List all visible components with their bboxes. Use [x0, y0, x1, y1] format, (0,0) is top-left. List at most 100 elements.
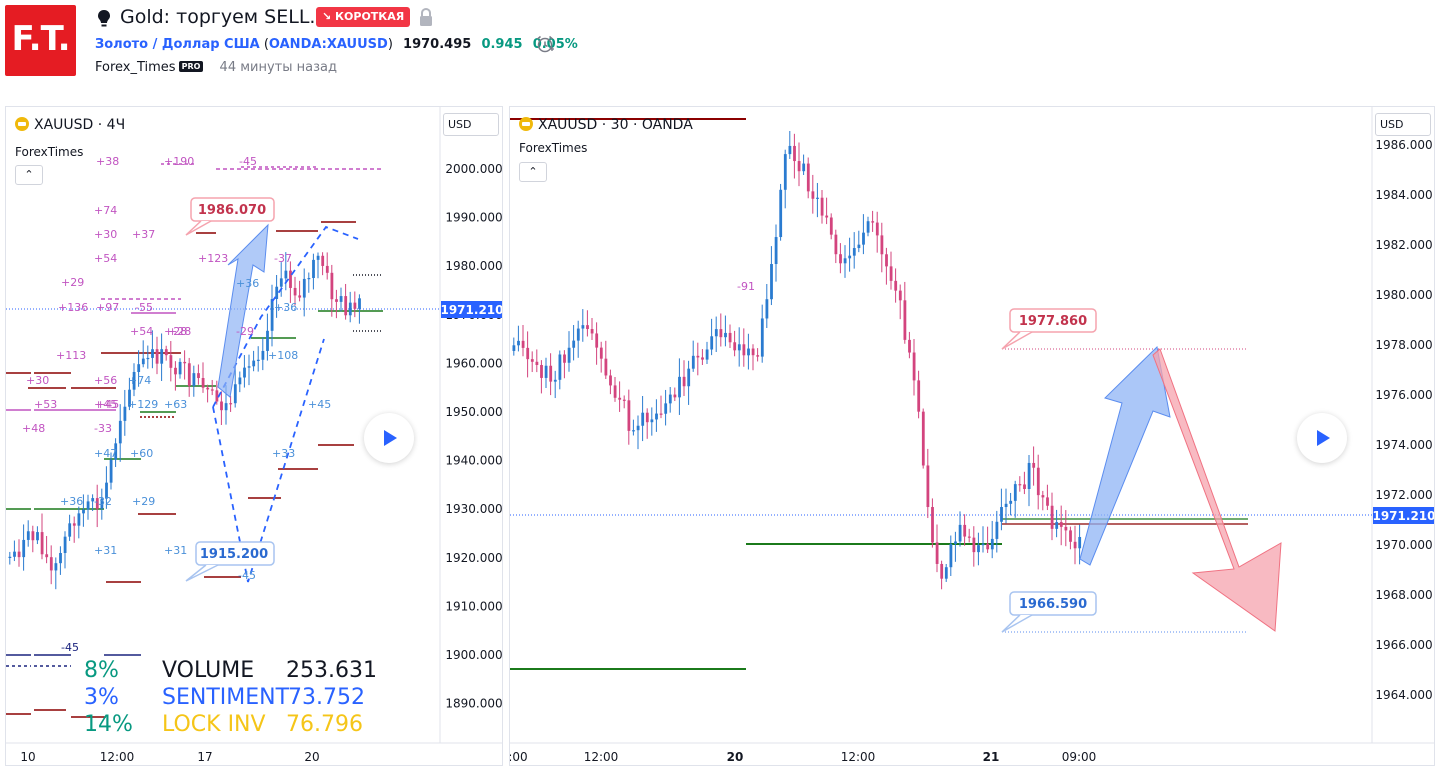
left-candle	[243, 367, 246, 378]
sentiment-pct: 3%	[84, 685, 119, 710]
author-line: Forex_Times PRO 44 минуты назад	[95, 60, 337, 75]
symbol-code-link[interactable]: OANDA:XAUUSD	[268, 37, 388, 52]
left-candle	[59, 553, 62, 564]
left-level-label: -29	[236, 325, 254, 338]
left-candle	[17, 551, 21, 558]
left-level-label: +33	[272, 447, 295, 460]
left-candle	[192, 373, 196, 386]
right-candle	[673, 394, 677, 398]
right-candle	[563, 354, 566, 363]
right-chart[interactable]: 1986.000 1984.000 1982.000 1980.000 1978.000…	[509, 106, 1435, 766]
right-candle	[898, 290, 902, 301]
left-last-price-value: 1971.210	[440, 303, 503, 317]
right-candle	[521, 340, 525, 348]
right-time-tick: 21	[983, 750, 1000, 764]
left-price-tick: 1910.000	[445, 599, 502, 613]
right-up-arrow	[1079, 345, 1171, 566]
right-candle	[1004, 503, 1008, 508]
lock-icon	[420, 8, 432, 26]
right-candle	[779, 189, 783, 238]
right-price-tick: 1976.000	[1375, 388, 1432, 402]
left-candle	[118, 420, 122, 444]
left-level-label: +45	[308, 398, 331, 411]
left-candle	[344, 296, 348, 316]
left-level-label: +74	[128, 374, 151, 387]
left-candle	[36, 532, 39, 541]
left-level-label: -37	[274, 252, 292, 265]
symbol-line: Золото / Доллар США (OANDA:XAUUSD) 1970.…	[95, 37, 578, 52]
left-level-label: +129	[128, 398, 158, 411]
left-level-label: +45	[96, 398, 119, 411]
left-legend: XAUUSD · 4Ч	[15, 117, 125, 133]
volume-value: 253.631	[286, 658, 377, 683]
left-price-tick: 1890.000	[445, 697, 502, 711]
left-candle	[49, 557, 53, 571]
right-play-button[interactable]	[1297, 413, 1347, 463]
left-level-label: +48	[22, 422, 45, 435]
right-candle	[949, 543, 953, 568]
left-play-button[interactable]	[364, 413, 414, 463]
lockinv-value: 76.796	[286, 712, 363, 737]
left-level-label: +47	[94, 447, 117, 460]
left-candle	[247, 366, 251, 368]
left-price-tick: 1960.000	[445, 356, 502, 370]
right-candle	[981, 543, 985, 546]
alarm-clock-icon[interactable]	[535, 34, 555, 54]
right-candle	[696, 355, 700, 358]
left-price-tick: 1940.000	[445, 454, 502, 468]
left-collapse-button[interactable]: ⌃	[15, 165, 43, 185]
right-candle	[986, 543, 990, 550]
left-candle	[358, 298, 361, 309]
left-candle	[353, 302, 357, 309]
right-candle	[609, 375, 612, 386]
right-candle	[806, 163, 810, 192]
right-candle	[618, 397, 622, 400]
right-collapse-button[interactable]: ⌃	[519, 162, 547, 182]
right-candle	[1041, 495, 1045, 498]
right-candle	[963, 524, 967, 537]
left-chart[interactable]: 2000.0001990.0001980.0001970.0001960.000…	[5, 106, 503, 766]
right-callout-bottom-box	[1009, 591, 1097, 616]
right-currency-button[interactable]: USD	[1375, 113, 1431, 136]
left-candle	[348, 302, 352, 316]
right-candle	[632, 430, 635, 432]
left-candle	[114, 443, 118, 460]
left-time-tick: 12:00	[100, 750, 135, 764]
left-candle	[146, 357, 150, 360]
right-candle	[954, 541, 957, 544]
left-level-label: +54	[130, 325, 153, 338]
right-candle	[705, 349, 709, 360]
left-level-label: +190	[164, 155, 194, 168]
left-time-tick: 20	[304, 750, 319, 764]
left-candle	[229, 403, 233, 405]
symbol-change: 0.945	[481, 37, 523, 52]
right-callout-bottom-pointer	[1001, 614, 1033, 633]
left-level-label: +30	[26, 374, 49, 387]
right-candle	[659, 413, 663, 415]
left-level-label: -33	[94, 422, 112, 435]
pro-badge: PRO	[178, 61, 204, 72]
left-stats: 8% VOLUME 253.631 3% SENTIMENT 73.752 14…	[6, 652, 446, 742]
right-candle	[857, 244, 861, 249]
left-candle	[275, 286, 279, 300]
right-price-tick: 1982.000	[1375, 238, 1432, 252]
left-candle	[339, 296, 343, 302]
left-callout-bottom-pointer	[185, 564, 219, 582]
right-candle	[839, 254, 842, 264]
left-currency-button[interactable]: USD	[443, 113, 499, 136]
brand-logo[interactable]: F.T.	[5, 5, 76, 76]
right-candle	[880, 235, 884, 255]
symbol-link[interactable]: Золото / Доллар США	[95, 37, 260, 52]
author-name[interactable]: Forex_Times	[95, 60, 176, 75]
left-level-label: -45	[61, 641, 79, 654]
left-level-label: +108	[268, 349, 298, 362]
right-last-price-value: 1971.210	[1372, 509, 1435, 523]
right-chart-canvas[interactable]: 1986.000 1984.000 1982.000 1980.000 1978.000…	[510, 107, 1435, 766]
right-candle	[691, 355, 695, 369]
right-callout-bottom: 1966.590	[1019, 597, 1087, 612]
left-chart-canvas[interactable]: 2000.0001990.0001980.0001970.0001960.000…	[6, 107, 503, 766]
left-callout-top: 1986.070	[198, 203, 266, 218]
right-candle	[1009, 500, 1013, 504]
left-level-label: +123	[198, 252, 228, 265]
right-candle	[572, 340, 576, 348]
